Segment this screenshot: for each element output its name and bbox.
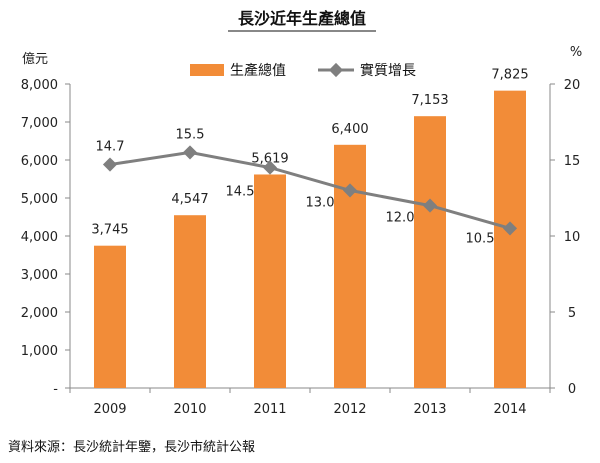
- bar-value-label: 4,547: [171, 192, 208, 207]
- x-tick-label: 2013: [413, 402, 446, 417]
- bar: [334, 144, 366, 388]
- bar-value-label: 7,825: [491, 68, 528, 83]
- x-tick-label: 2010: [173, 402, 206, 417]
- bar-value-label: 6,400: [331, 122, 368, 137]
- right-axis-tick-label: 0: [568, 382, 576, 397]
- bar: [254, 174, 286, 388]
- right-axis-tick-label: 10: [564, 230, 581, 245]
- bar: [494, 90, 526, 389]
- line-point: [342, 183, 358, 198]
- legend-label-bar: 生產總值: [230, 62, 286, 79]
- line-point: [102, 157, 118, 172]
- legend: 生產總值 實質增長: [190, 62, 416, 79]
- bar-value-labels: 3,745 4,547 5,619 6,400 7,153 7,825: [91, 68, 528, 238]
- line-value-label: 15.5: [176, 127, 205, 142]
- left-axis-tick-label: 2,000: [21, 306, 58, 321]
- bar-value-label: 5,619: [251, 151, 288, 166]
- x-tick-label: 2011: [253, 402, 286, 417]
- bar-value-label: 7,153: [411, 93, 448, 108]
- left-axis-tick-label: -: [53, 382, 58, 397]
- line-path: [109, 150, 511, 230]
- chart-title: 長沙近年生產總值: [238, 9, 366, 28]
- right-axis-tick-label: 20: [564, 78, 581, 93]
- source-note: 資料來源：長沙統計年鑒，長沙市統計公報: [8, 440, 256, 455]
- line-value-label: 10.5: [466, 231, 495, 246]
- x-tick-label: 2014: [493, 402, 526, 417]
- line-value-labels: 14.7 15.5 14.5 13.0 12.0 10.5: [96, 127, 495, 246]
- left-axis-tick-label: 4,000: [21, 230, 58, 245]
- x-tick-label: 2012: [333, 402, 366, 417]
- legend-swatch-bar: [190, 64, 224, 76]
- bar-value-label: 3,745: [91, 223, 128, 238]
- left-axis-tick-label: 3,000: [21, 268, 58, 283]
- bar-series: [94, 90, 526, 389]
- line-value-label: 14.5: [226, 185, 255, 200]
- right-axis-unit: %: [570, 45, 582, 60]
- axes: - 1,000 2,000 3,000 4,000 5,000 6,000 7,000 8,00…: [21, 78, 580, 397]
- left-axis-tick-label: 6,000: [21, 154, 58, 169]
- bar: [414, 116, 446, 388]
- line-point: [262, 160, 278, 175]
- bar: [174, 215, 206, 388]
- x-tick-labels: 2009 2010 2011 2012 2013 2014: [93, 402, 526, 417]
- left-axis-tick-label: 7,000: [21, 116, 58, 131]
- legend-label-line: 實質增長: [360, 62, 416, 79]
- left-axis-tick-label: 5,000: [21, 192, 58, 207]
- line-series: [102, 145, 518, 236]
- chart-title-group: 長沙近年生產總值: [228, 9, 376, 32]
- line-value-label: 13.0: [306, 195, 335, 210]
- left-axis-tick-label: 8,000: [21, 78, 58, 93]
- bar: [94, 245, 126, 388]
- line-value-label: 14.7: [96, 140, 125, 155]
- line-point: [422, 198, 438, 213]
- left-axis-unit: 億元: [22, 51, 48, 67]
- line-point: [182, 145, 198, 160]
- legend-swatch-marker: [328, 62, 344, 78]
- line-point: [502, 221, 518, 236]
- left-axis-tick-label: 1,000: [21, 344, 58, 359]
- right-axis-tick-label: 15: [564, 154, 581, 169]
- x-tick-label: 2009: [93, 402, 126, 417]
- right-axis-tick-label: 5: [568, 306, 576, 321]
- line-value-label: 12.0: [386, 211, 415, 226]
